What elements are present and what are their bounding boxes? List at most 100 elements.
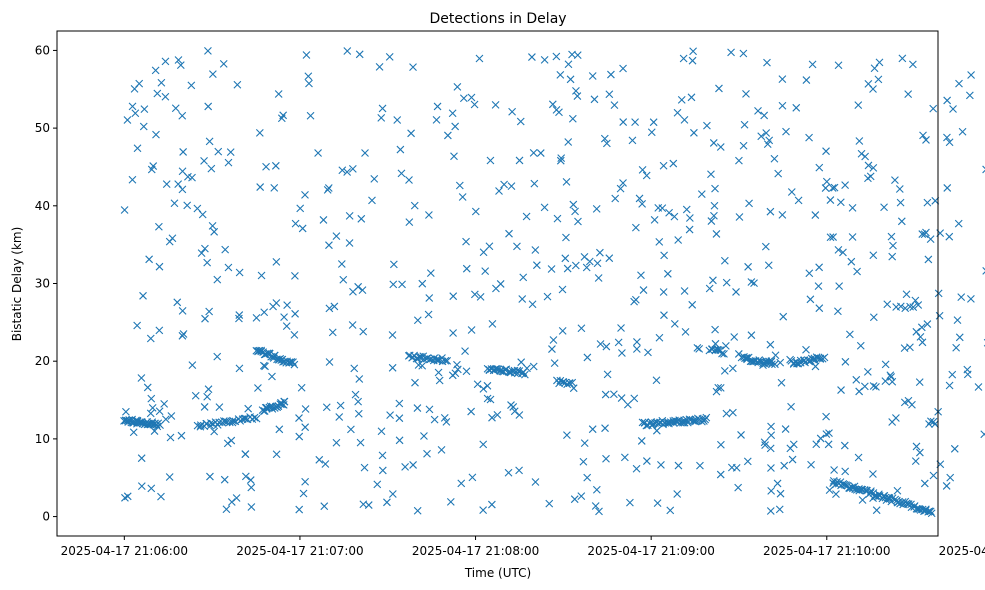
data-point-marker: [681, 327, 690, 336]
data-point-marker: [768, 360, 776, 369]
data-point-marker: [693, 344, 702, 352]
data-point-marker: [716, 143, 725, 151]
data-point-marker: [290, 360, 299, 369]
data-point-marker: [200, 156, 208, 165]
data-point-marker: [306, 111, 315, 120]
data-point-marker: [782, 127, 790, 136]
data-point-marker: [834, 245, 843, 254]
data-point-marker: [571, 261, 580, 270]
data-point-marker: [155, 262, 164, 271]
data-point-marker: [161, 57, 170, 66]
data-point-marker: [324, 184, 333, 192]
data-point-marker: [635, 194, 644, 203]
data-point-marker: [370, 174, 379, 183]
data-point-marker: [614, 338, 623, 347]
data-point-marker: [563, 431, 571, 440]
data-point-marker: [711, 325, 719, 334]
data-point-marker: [787, 402, 795, 411]
data-point-marker: [407, 129, 415, 138]
y-tick-label: 10: [35, 432, 50, 446]
data-point-marker: [360, 463, 369, 472]
data-point-marker: [711, 184, 719, 193]
data-point-marker: [476, 292, 485, 301]
data-point-marker: [508, 107, 517, 116]
data-point-marker: [711, 339, 720, 348]
data-point-marker: [261, 362, 269, 371]
data-point-marker: [171, 104, 180, 113]
data-point-marker: [200, 403, 209, 411]
data-point-marker: [325, 241, 333, 250]
data-point-marker: [441, 356, 450, 365]
data-point-marker: [545, 499, 554, 508]
data-point-marker: [737, 431, 745, 439]
data-point-marker: [389, 260, 398, 269]
data-point-marker: [377, 113, 386, 122]
data-point-marker: [716, 383, 725, 392]
data-point-marker: [250, 413, 259, 422]
data-point-marker: [150, 427, 159, 435]
data-point-marker: [572, 87, 580, 95]
data-point-marker: [926, 235, 935, 244]
data-point-marker: [204, 46, 212, 55]
data-point-marker: [618, 349, 626, 357]
data-point-marker: [869, 494, 877, 503]
data-point-marker: [916, 333, 925, 341]
data-point-marker: [355, 50, 364, 59]
data-point-marker: [702, 413, 711, 422]
data-point-marker: [219, 59, 228, 68]
data-point-marker: [226, 148, 235, 157]
data-point-marker: [685, 225, 694, 234]
data-point-marker: [912, 327, 921, 336]
data-point-marker: [173, 298, 182, 307]
data-point-marker: [592, 204, 601, 213]
data-point-marker: [742, 90, 750, 98]
data-point-marker: [157, 492, 165, 501]
data-point-marker: [732, 288, 740, 296]
data-point-marker: [486, 156, 495, 165]
data-point-marker: [652, 376, 661, 385]
data-point-marker: [836, 198, 845, 207]
data-point-marker: [337, 260, 346, 268]
data-point-marker: [950, 444, 959, 453]
data-point-marker: [770, 154, 779, 163]
data-point-marker: [401, 463, 410, 471]
data-point-marker: [188, 361, 197, 369]
data-point-marker: [919, 131, 927, 140]
data-point-marker: [773, 479, 782, 488]
data-point-marker: [601, 424, 609, 433]
data-point-marker: [721, 341, 730, 350]
y-tick-label: 50: [35, 121, 50, 135]
data-point-marker: [328, 328, 337, 337]
data-point-marker: [822, 412, 830, 421]
data-point-marker: [221, 245, 230, 254]
data-point-marker: [315, 455, 324, 464]
data-point-marker: [548, 100, 557, 109]
data-point-marker: [889, 241, 897, 250]
data-point-marker: [611, 194, 620, 203]
data-point-marker: [602, 454, 610, 463]
data-point-marker: [929, 471, 938, 480]
data-point-marker: [887, 373, 895, 381]
data-point-marker: [291, 219, 300, 228]
data-point-marker: [893, 486, 902, 495]
data-point-marker: [760, 438, 769, 447]
data-point-marker: [543, 292, 552, 301]
data-point-marker: [330, 302, 339, 311]
data-point-marker: [601, 390, 610, 399]
data-point-marker: [565, 379, 574, 388]
data-point-marker: [532, 261, 541, 270]
data-point-marker: [483, 394, 492, 403]
data-point-marker: [744, 262, 752, 271]
data-point-marker: [794, 196, 803, 205]
data-point-marker: [354, 397, 363, 406]
data-point-marker: [496, 367, 505, 375]
data-point-marker: [687, 93, 696, 102]
data-point-marker: [728, 364, 737, 373]
data-point-marker: [644, 348, 652, 357]
data-point-marker: [345, 211, 354, 220]
data-point-marker: [734, 483, 743, 492]
data-point-marker: [570, 495, 579, 504]
data-point-marker: [513, 366, 522, 375]
data-point-marker: [762, 129, 771, 137]
